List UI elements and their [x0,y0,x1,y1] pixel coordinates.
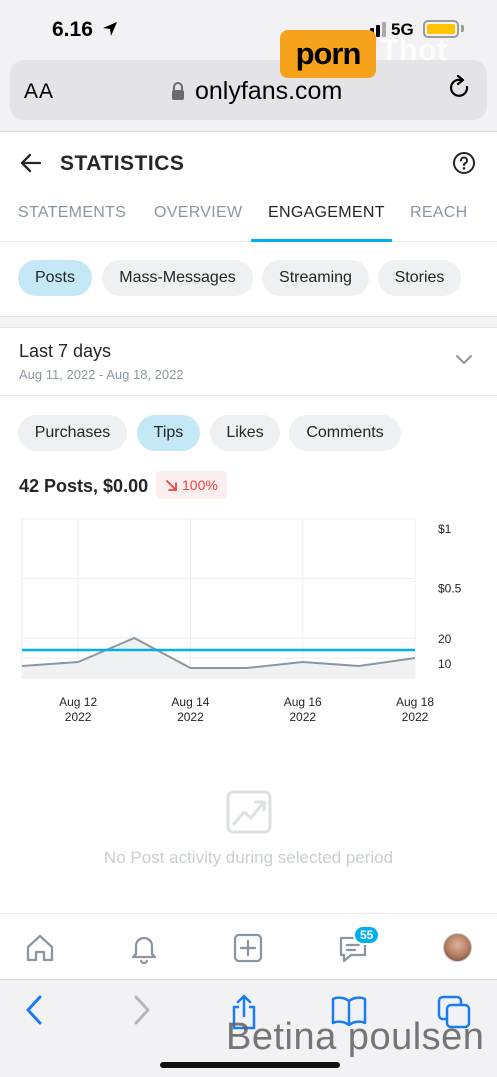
trend-badge: 100% [156,471,227,499]
chip-purchases[interactable]: Purchases [18,415,127,451]
empty-state-message: No Post activity during selected period [103,848,394,867]
notifications-bell-icon[interactable] [128,932,160,964]
overlay-name-text: Betina poulsen [226,1016,485,1058]
count-series-area [22,638,415,678]
location-arrow-icon [103,22,117,36]
period-label: Last 7 days [19,341,112,361]
home-icon[interactable] [24,932,56,964]
x-tick-year-2: 2022 [289,710,316,724]
statistics-tabs: STATEMENTS OVERVIEW ENGAGEMENT REACH [0,194,497,242]
app-bottom-nav [0,913,497,979]
x-tick-label-2: Aug 16 [284,695,322,709]
network-label: 5G [391,20,414,39]
home-indicator [160,1062,340,1068]
chip-likes[interactable]: Likes [210,415,280,451]
period-selector[interactable]: Last 7 days Aug 11, 2022 - Aug 18, 2022 [0,328,497,396]
x-tick-year-1: 2022 [177,710,204,724]
count-tick-1: 10 [438,657,452,671]
x-tick-label-3: Aug 18 [396,695,434,709]
period-range: Aug 11, 2022 - Aug 18, 2022 [19,367,184,382]
text-size-button[interactable]: AA [24,80,55,103]
chip-mass-messages[interactable]: Mass-Messages [102,260,253,296]
url-text[interactable]: onlyfans.com [195,77,343,105]
tabs-overview-icon[interactable] [436,994,472,1030]
tab-reach[interactable]: REACH [410,204,468,221]
page-header: STATISTICS [0,132,497,194]
watermark-logo: porn [280,30,376,78]
x-tick-label-1: Aug 14 [171,695,209,709]
trend-down-icon [166,479,177,491]
browser-back-icon[interactable] [22,994,46,1026]
address-bar[interactable]: AA onlyfans.com [10,60,487,120]
x-tick-label-0: Aug 12 [59,695,97,709]
tab-overview[interactable]: OVERVIEW [154,204,243,221]
chip-posts[interactable]: Posts [18,260,92,296]
page-title: STATISTICS [60,152,185,175]
count-tick-0: 20 [438,632,452,646]
profile-avatar[interactable] [443,933,472,962]
active-tab-indicator [251,239,392,242]
money-tick-1: $0.5 [438,582,462,596]
chip-tips[interactable]: Tips [137,415,200,451]
add-post-icon[interactable] [232,932,264,964]
count-series-line [21,636,416,669]
chip-stories[interactable]: Stories [378,260,461,296]
tab-engagement[interactable]: ENGAGEMENT [268,204,385,221]
bookmarks-icon[interactable] [330,994,368,1028]
battery-icon [423,20,459,38]
help-icon[interactable] [452,151,476,175]
status-time: 6.16 [52,18,93,41]
battery-tip [461,25,464,32]
browser-header: AA onlyfans.com porn Thot [0,30,497,132]
watermark-text: Thot [380,32,448,67]
share-icon[interactable] [228,994,260,1030]
status-bar: 6.16 5G [0,0,497,58]
browser-forward-icon[interactable] [130,994,154,1026]
chip-comments[interactable]: Comments [289,415,401,451]
tab-statements[interactable]: STATEMENTS [18,204,127,221]
x-tick-year-0: 2022 [65,710,92,724]
x-tick-year-3: 2022 [402,710,429,724]
posts-summary: 42 Posts, $0.00 [19,476,149,496]
browser-toolbar [0,979,497,1077]
messages-count-badge: 55 [353,925,381,945]
reload-icon[interactable] [447,75,473,103]
chip-streaming[interactable]: Streaming [262,260,369,296]
chart-image-icon [226,790,272,834]
money-tick-0: $1 [438,522,452,536]
lock-icon [172,82,184,100]
back-arrow-icon[interactable] [20,152,42,174]
chevron-down-icon[interactable] [455,354,473,366]
trend-value: 100% [182,477,218,493]
section-divider [0,316,497,328]
